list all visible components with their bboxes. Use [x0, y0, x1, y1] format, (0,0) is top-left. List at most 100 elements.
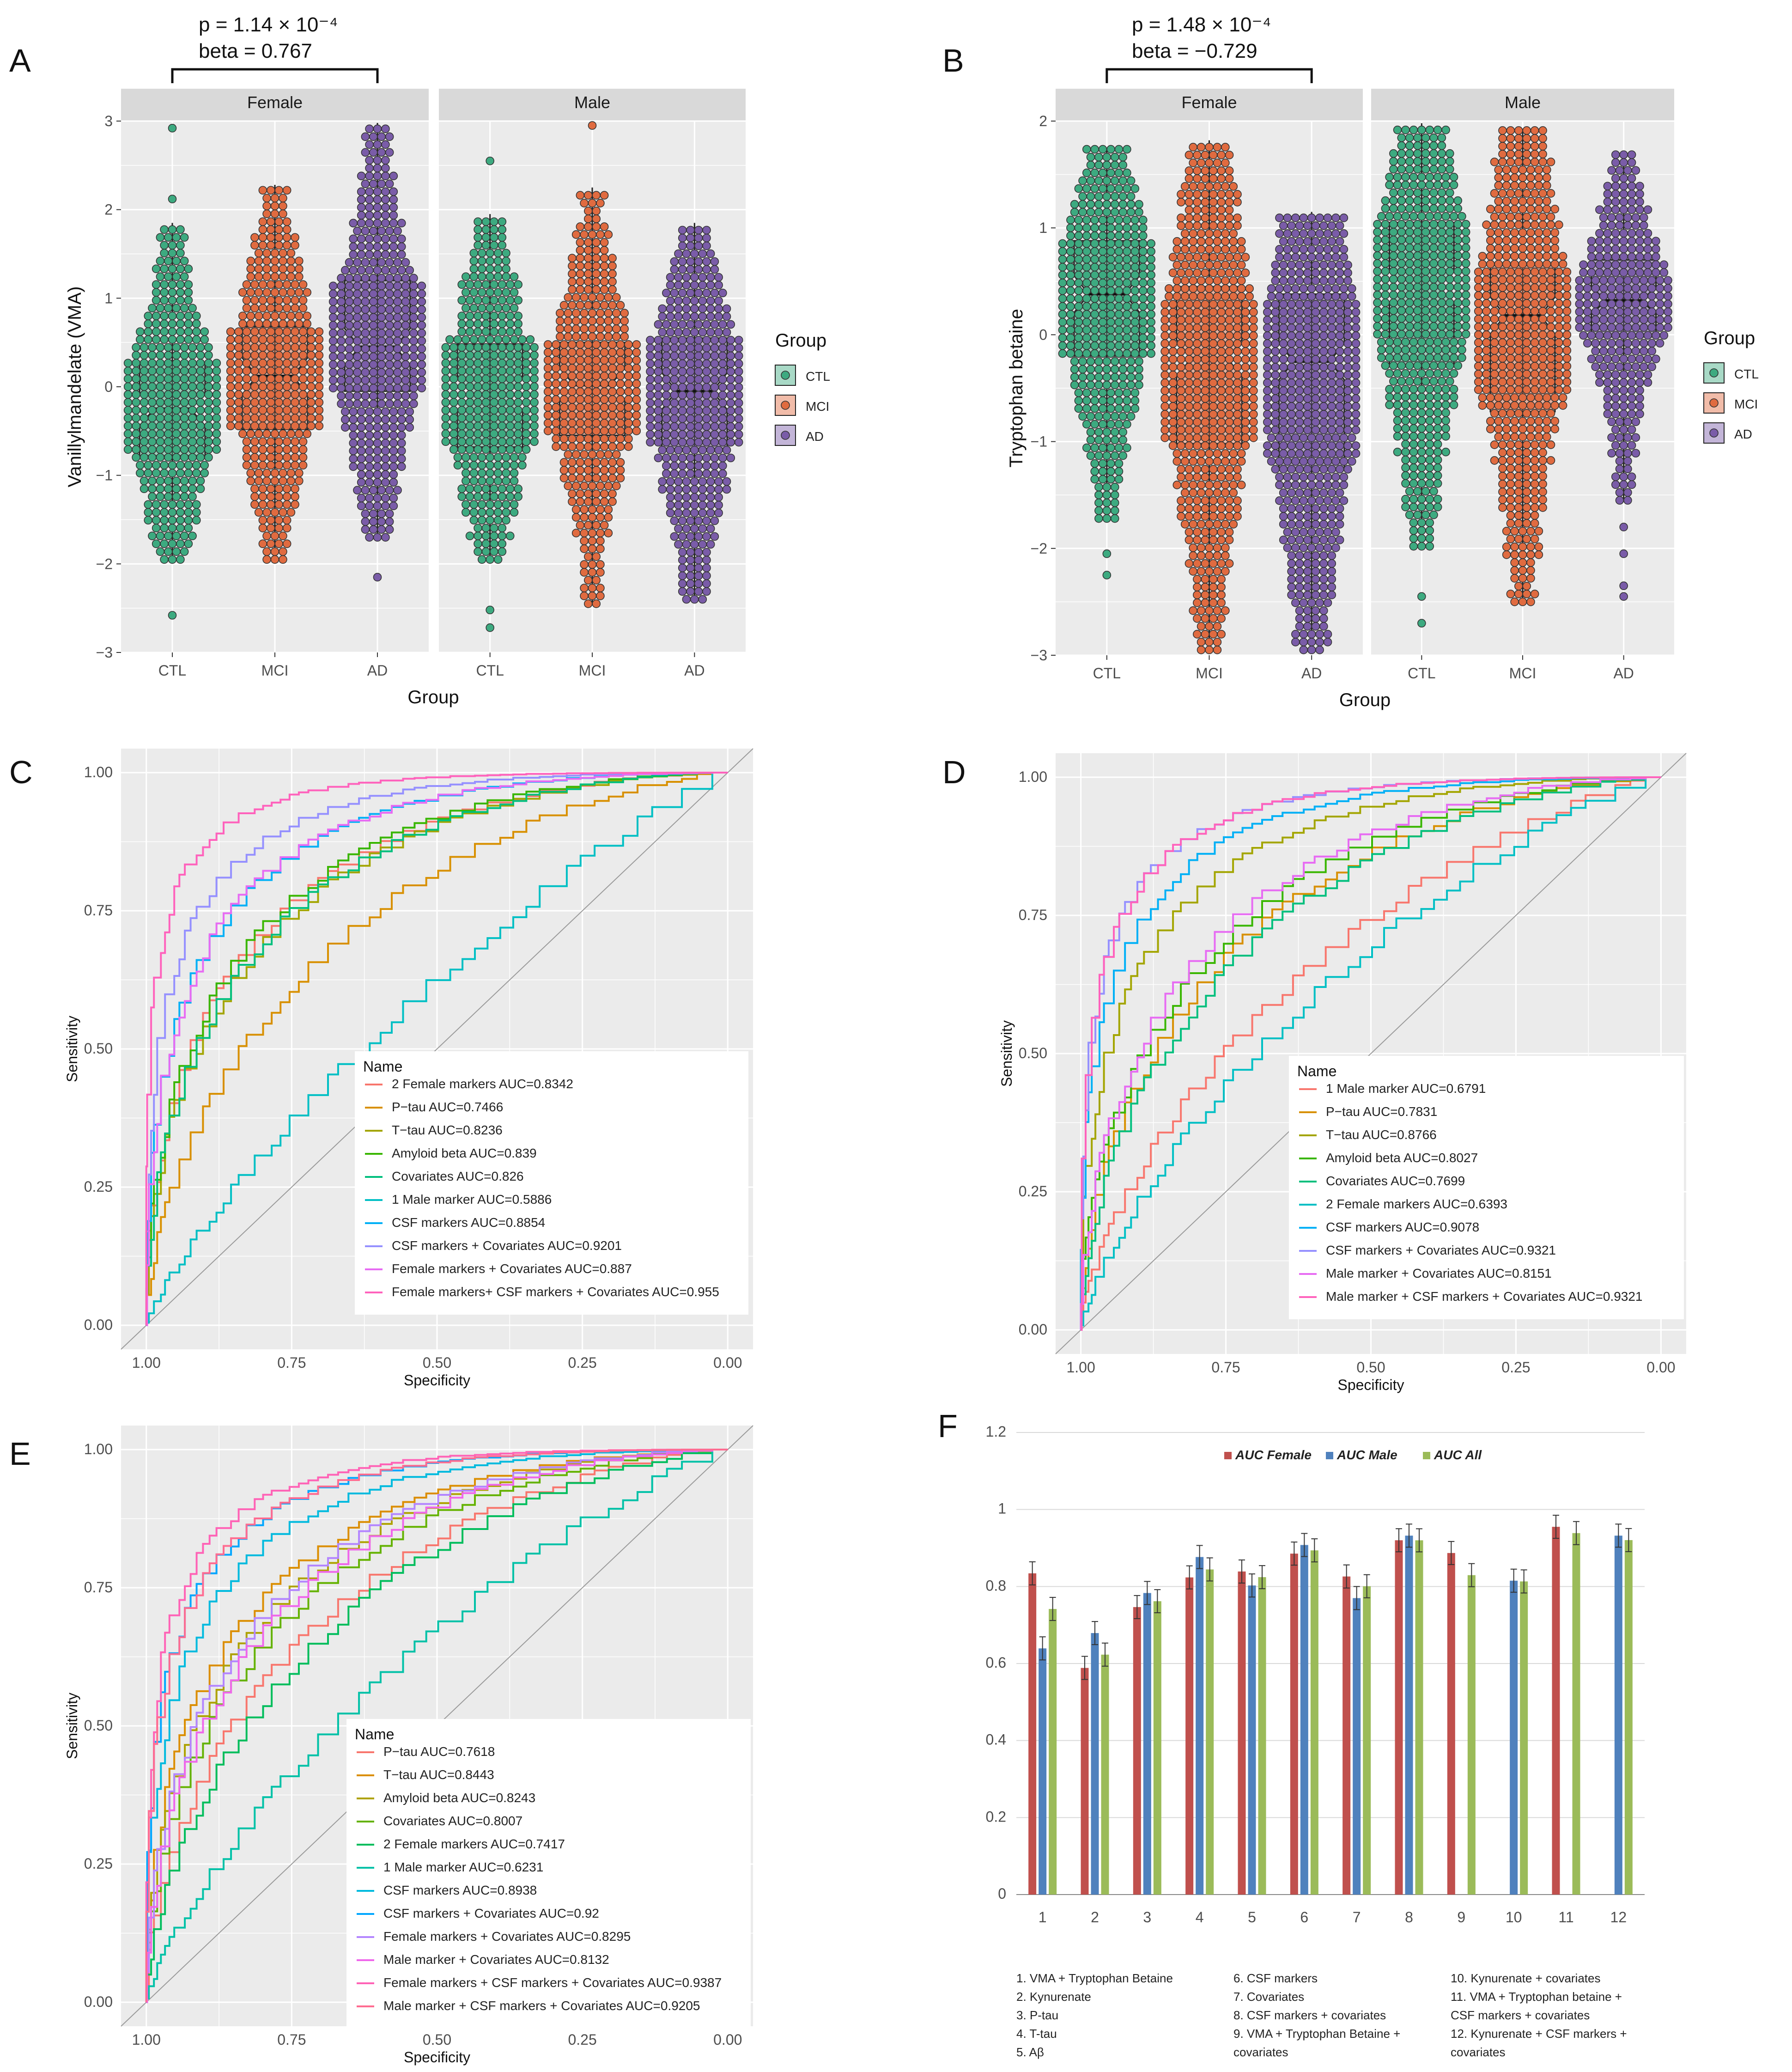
data-dot: [1401, 392, 1410, 402]
data-dot: [1130, 231, 1140, 240]
data-dot: [160, 249, 169, 258]
data-dot: [1138, 349, 1148, 358]
data-dot: [1433, 345, 1442, 354]
data-dot: [1405, 282, 1414, 292]
data-dot: [1197, 622, 1206, 631]
data-dot: [457, 319, 466, 329]
data-dot: [666, 445, 675, 455]
data-dot: [397, 242, 406, 251]
data-dot: [1130, 215, 1140, 225]
data-dot: [1225, 496, 1234, 505]
data-dot: [1490, 346, 1499, 355]
data-dot: [1490, 213, 1499, 221]
data-dot: [600, 458, 609, 467]
data-dot: [1185, 174, 1194, 183]
data-dot: [1502, 236, 1511, 245]
data-dot: [559, 379, 569, 388]
legend-title: Group: [775, 330, 826, 351]
data-dot: [393, 305, 402, 314]
data-dot: [1562, 323, 1572, 331]
data-dot: [1168, 268, 1178, 277]
data-dot: [1217, 528, 1226, 536]
data-dot: [1639, 276, 1648, 285]
data-dot: [670, 335, 679, 345]
data-dot: [616, 403, 625, 412]
data-dot: [1138, 333, 1148, 342]
data-dot: [180, 547, 189, 556]
data-dot: [164, 272, 173, 281]
data-dot: [1295, 355, 1304, 364]
data-dot: [1381, 251, 1390, 260]
data-dot: [1193, 504, 1202, 513]
data-dot: [658, 304, 667, 313]
data-dot: [1619, 425, 1628, 434]
data-dot: [600, 427, 609, 435]
data-dot: [1090, 388, 1099, 397]
data-dot: [1538, 370, 1547, 378]
data-dot: [417, 384, 426, 393]
data-dot: [726, 383, 735, 392]
data-dot: [1343, 261, 1352, 269]
data-dot: [172, 374, 181, 384]
data-dot: [1627, 425, 1636, 434]
data-dot: [1498, 338, 1507, 347]
data-dot: [1233, 426, 1242, 434]
data-dot: [469, 249, 479, 258]
data-dot: [307, 374, 316, 384]
data-dot: [1082, 310, 1091, 319]
data-dot: [1510, 542, 1519, 551]
data-dot: [1453, 306, 1463, 315]
data-dot: [152, 288, 161, 297]
data-dot: [493, 272, 503, 281]
data-dot: [1241, 402, 1250, 411]
data-dot: [1635, 394, 1644, 403]
data-dot: [385, 148, 394, 157]
data-dot: [690, 493, 699, 502]
data-dot: [702, 390, 711, 400]
data-dot: [710, 265, 719, 274]
data-dot: [1172, 245, 1182, 254]
data-dot: [369, 399, 378, 408]
data-dot: [1185, 190, 1194, 199]
data-dot: [678, 233, 687, 243]
data-dot: [307, 390, 316, 399]
data-dot: [1209, 504, 1218, 513]
data-dot: [686, 367, 695, 376]
data-dot: [1546, 189, 1555, 198]
data-dot: [1546, 213, 1555, 221]
data-dot: [1279, 512, 1288, 521]
data-dot: [1381, 282, 1390, 292]
data-dot: [242, 453, 251, 462]
data-dot: [377, 313, 386, 322]
data-dot: [674, 477, 683, 486]
data-dot: [377, 509, 386, 518]
data-dot: [559, 364, 569, 372]
data-dot: [417, 313, 426, 322]
data-dot: [592, 411, 601, 420]
data-dot: [498, 390, 507, 399]
data-dot: [156, 547, 165, 556]
data-dot: [686, 233, 695, 243]
data-dot: [1339, 245, 1349, 254]
data-dot: [702, 532, 711, 541]
data-dot: [694, 225, 703, 235]
data-dot: [616, 348, 625, 357]
data-dot: [583, 466, 593, 475]
data-dot: [389, 234, 398, 244]
data-dot: [238, 429, 247, 439]
data-dot: [140, 398, 149, 407]
data-dot: [1110, 192, 1119, 201]
data-dot: [490, 539, 498, 548]
data-dot: [477, 469, 486, 478]
data-dot: [646, 383, 655, 392]
data-dot: [1522, 495, 1531, 504]
data-dot: [298, 304, 308, 313]
data-dot: [1130, 396, 1140, 405]
data-dot: [1377, 345, 1386, 354]
data-dot: [1233, 355, 1242, 364]
data-dot: [381, 171, 390, 181]
data-dot: [1397, 219, 1406, 229]
data-dot: [714, 296, 723, 305]
data-dot: [514, 311, 522, 321]
data-dot: [1437, 329, 1446, 339]
